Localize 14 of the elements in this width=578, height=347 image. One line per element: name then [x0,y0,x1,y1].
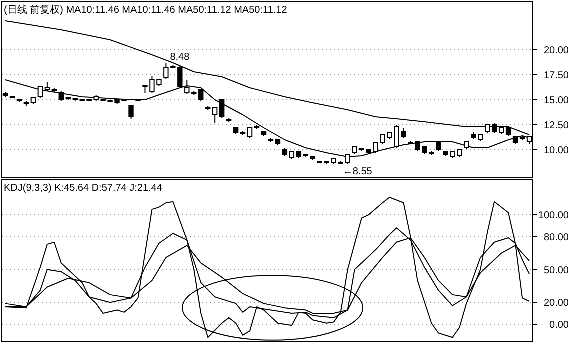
y-tick-label: 0.00 [550,320,570,331]
annotation: ←8.55 [342,166,373,178]
y-tick-label: 20.00 [544,298,570,310]
y-tick-label: 15.00 [544,96,570,106]
chart-title: (日线 前复权) MA10:11.46 MA10:11.46 MA50:11.12 MA50:11.12 [4,4,288,16]
annotation: 8.48 [170,52,190,63]
y-tick-label: 17.50 [544,70,570,82]
y-tick-label: 50.00 [544,265,570,276]
y-tick-label: 10.00 [544,146,570,156]
y-tick-label: 12.50 [544,120,570,132]
chart-title: KDJ(9,3,3) K:45.64 D:57.74 J:21.44 [4,183,163,194]
y-tick-label: 100.00 [538,210,570,222]
y-tick-label: 20.00 [544,46,570,56]
y-tick-label: 80.00 [544,232,570,244]
